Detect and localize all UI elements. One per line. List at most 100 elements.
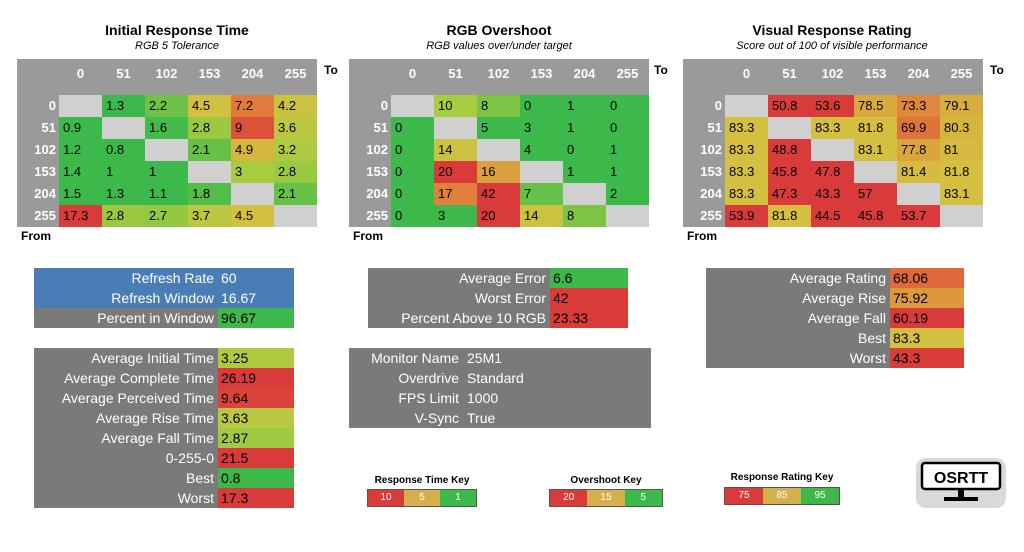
rating-stat-row: Average Rating 68.06: [706, 268, 964, 288]
response-stat-value: 3.63: [218, 408, 294, 428]
heatmap-cell: 81.8: [768, 205, 811, 227]
heatmap-cell: 69.9: [897, 117, 940, 139]
heatmap-cell: 14: [520, 205, 563, 227]
heatmap-cell: 3: [231, 161, 274, 183]
overshoot-stat-value: 42: [550, 288, 628, 308]
rating-stat-value: 83.3: [890, 328, 964, 348]
osrtt-logo: OSRTT: [916, 458, 1006, 508]
heatmap-cell: 2.8: [102, 205, 145, 227]
refresh-stat-row: Refresh Window 16.67: [34, 288, 294, 308]
refresh-stats-table: Refresh Rate 60 Refresh Window 16.67 Percent…: [34, 268, 294, 328]
heatmap-col-label: 51: [448, 66, 463, 81]
rating-stat-value: 43.3: [890, 348, 964, 368]
heatmap-cell: 4: [520, 139, 563, 161]
heatmap-cell: 7: [520, 183, 563, 205]
heatmap-row-label: 51: [707, 120, 722, 135]
heatmap-initial-response: 0 51 102 153 204 255 0 1.3 2.2 4.5 7.2 4.2 51 0.9 1.6 2…: [17, 59, 317, 227]
heatmap-cell: 3: [520, 117, 563, 139]
heatmap-cell: 4.5: [188, 95, 231, 117]
heatmap-cell: 83.3: [811, 117, 854, 139]
response-stat-label: Average Initial Time: [34, 348, 218, 368]
key-cell: 5: [404, 490, 440, 506]
rating-stat-row: Worst 43.3: [706, 348, 964, 368]
heatmap-cell: 4.2: [274, 95, 317, 117]
heatmap-row-label: 153: [366, 164, 388, 179]
heatmap-cell: 83.1: [854, 139, 897, 161]
heatmap-cell: 14: [434, 139, 477, 161]
heatmap-row-label: 255: [366, 208, 388, 223]
heatmap-cell: 8: [563, 205, 606, 227]
heatmap-col-label: 0: [408, 66, 417, 81]
monitor-info-label: Monitor Name: [371, 350, 459, 366]
response-stat-label: Average Perceived Time: [34, 388, 218, 408]
overshoot-key: 20 15 5: [549, 489, 663, 507]
response-stat-value: 0.8: [218, 468, 294, 488]
heatmap-header-band: [349, 59, 649, 95]
heatmap-col-label: 255: [950, 66, 973, 81]
response-time-key-title: Response Time Key: [374, 475, 470, 486]
heatmap-cell: 0.8: [102, 139, 145, 161]
monitor-info-value: 1000: [467, 390, 499, 406]
heatmap-cell: 1.8: [188, 183, 231, 205]
response-stat-label: Average Fall Time: [34, 428, 218, 448]
heatmap-cell: 73.3: [897, 95, 940, 117]
heatmap-row-label: 204: [34, 186, 56, 201]
heatmap-cell: 2.1: [274, 183, 317, 205]
heatmap-1-from-label: From: [21, 229, 51, 243]
refresh-stat-row: Percent in Window 96.67: [34, 308, 294, 328]
overshoot-stats-table: Average Error 6.6 Worst Error 42 Percent Abo…: [368, 268, 628, 328]
rating-stat-row: Best 83.3: [706, 328, 964, 348]
heatmap-cell: [854, 161, 897, 183]
response-stat-label: Worst: [34, 488, 218, 508]
heatmap-3-from-label: From: [687, 229, 717, 243]
heatmap-cell: 83.3: [725, 139, 768, 161]
overshoot-stat-value: 6.6: [550, 268, 628, 288]
heatmap-row-label: 204: [366, 186, 388, 201]
heatmap-cell: 43.3: [811, 183, 854, 205]
heatmap-cell: [940, 205, 983, 227]
heatmap-row-label: 153: [34, 164, 56, 179]
heatmap-cell: 20: [477, 205, 520, 227]
monitor-info-label: FPS Limit: [398, 390, 459, 406]
key-cell: 95: [801, 488, 839, 504]
refresh-stat-label: Refresh Rate: [34, 268, 218, 288]
heatmap-col-label: 255: [616, 66, 639, 81]
heatmap-cell: 7.2: [231, 95, 274, 117]
response-stat-row: Average Initial Time 3.25: [34, 348, 294, 368]
heatmap-cell: 83.3: [725, 161, 768, 183]
rating-stat-label: Average Rating: [706, 268, 890, 288]
heatmap-col-label: 102: [487, 66, 510, 81]
response-stat-label: Average Rise Time: [34, 408, 218, 428]
refresh-stat-label: Percent in Window: [34, 308, 218, 328]
heatmap-cell: 81.8: [854, 117, 897, 139]
overshoot-stat-row: Percent Above 10 RGB 23.33: [368, 308, 628, 328]
overshoot-stat-row: Worst Error 42: [368, 288, 628, 308]
heatmap-col-label: 102: [155, 66, 178, 81]
response-rating-key: 75 85 95: [724, 487, 840, 505]
heatmap-cell: 53.7: [897, 205, 940, 227]
heatmap-cell: 0: [391, 117, 434, 139]
heatmap-row-label: 153: [700, 164, 722, 179]
heatmap-cell: 79.1: [940, 95, 983, 117]
heatmap-cell: [520, 161, 563, 183]
rating-stat-label: Average Rise: [706, 288, 890, 308]
rating-stat-row: Average Fall 60.19: [706, 308, 964, 328]
heatmap-row-label: 204: [700, 186, 722, 201]
heatmap-cell: [725, 95, 768, 117]
heatmap-cell: 1.4: [59, 161, 102, 183]
key-cell: 20: [550, 490, 588, 506]
response-stat-row: Best 0.8: [34, 468, 294, 488]
heatmap-cell: 5: [477, 117, 520, 139]
rating-stats-table: Average Rating 68.06 Average Rise 75.92 Aver…: [706, 268, 964, 368]
heatmap-cell: 2.2: [145, 95, 188, 117]
response-stat-row: Average Rise Time 3.63: [34, 408, 294, 428]
response-stat-value: 21.5: [218, 448, 294, 468]
heatmap-cell: 0: [606, 95, 649, 117]
heatmap-cell: 0: [606, 117, 649, 139]
monitor-icon: OSRTT: [920, 461, 1002, 501]
heatmap-cell: 1: [606, 161, 649, 183]
heatmap-cell: 77.8: [897, 139, 940, 161]
overshoot-stat-label: Worst Error: [368, 288, 550, 308]
heatmap-row-label: 0: [48, 98, 56, 113]
heatmap-2-from-label: From: [353, 229, 383, 243]
